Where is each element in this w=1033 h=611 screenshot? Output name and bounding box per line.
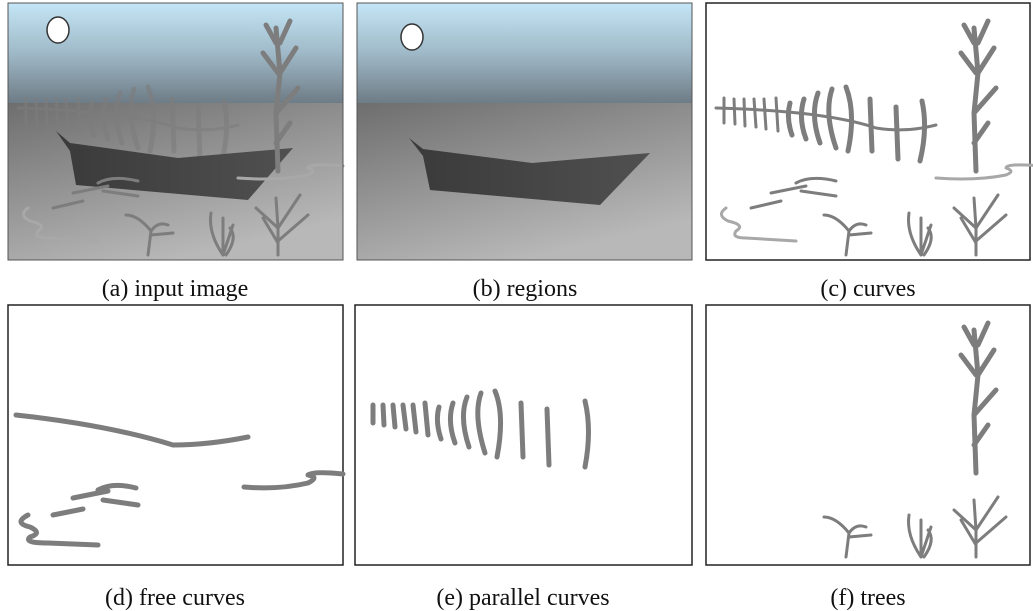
caption: (e) parallel curves (436, 585, 609, 611)
panel-parallel-curves (354, 304, 693, 566)
caption: (a) input image (102, 276, 249, 302)
panel-curves (705, 2, 1033, 261)
panel-input-image (7, 2, 345, 261)
panel-free-curves (7, 304, 343, 566)
caption: (c) curves (820, 276, 915, 302)
panel-regions (356, 2, 693, 261)
caption: (d) free curves (105, 585, 245, 611)
caption: (b) regions (473, 276, 578, 302)
panel-trees (705, 304, 1031, 566)
caption: (f) trees (830, 585, 905, 611)
